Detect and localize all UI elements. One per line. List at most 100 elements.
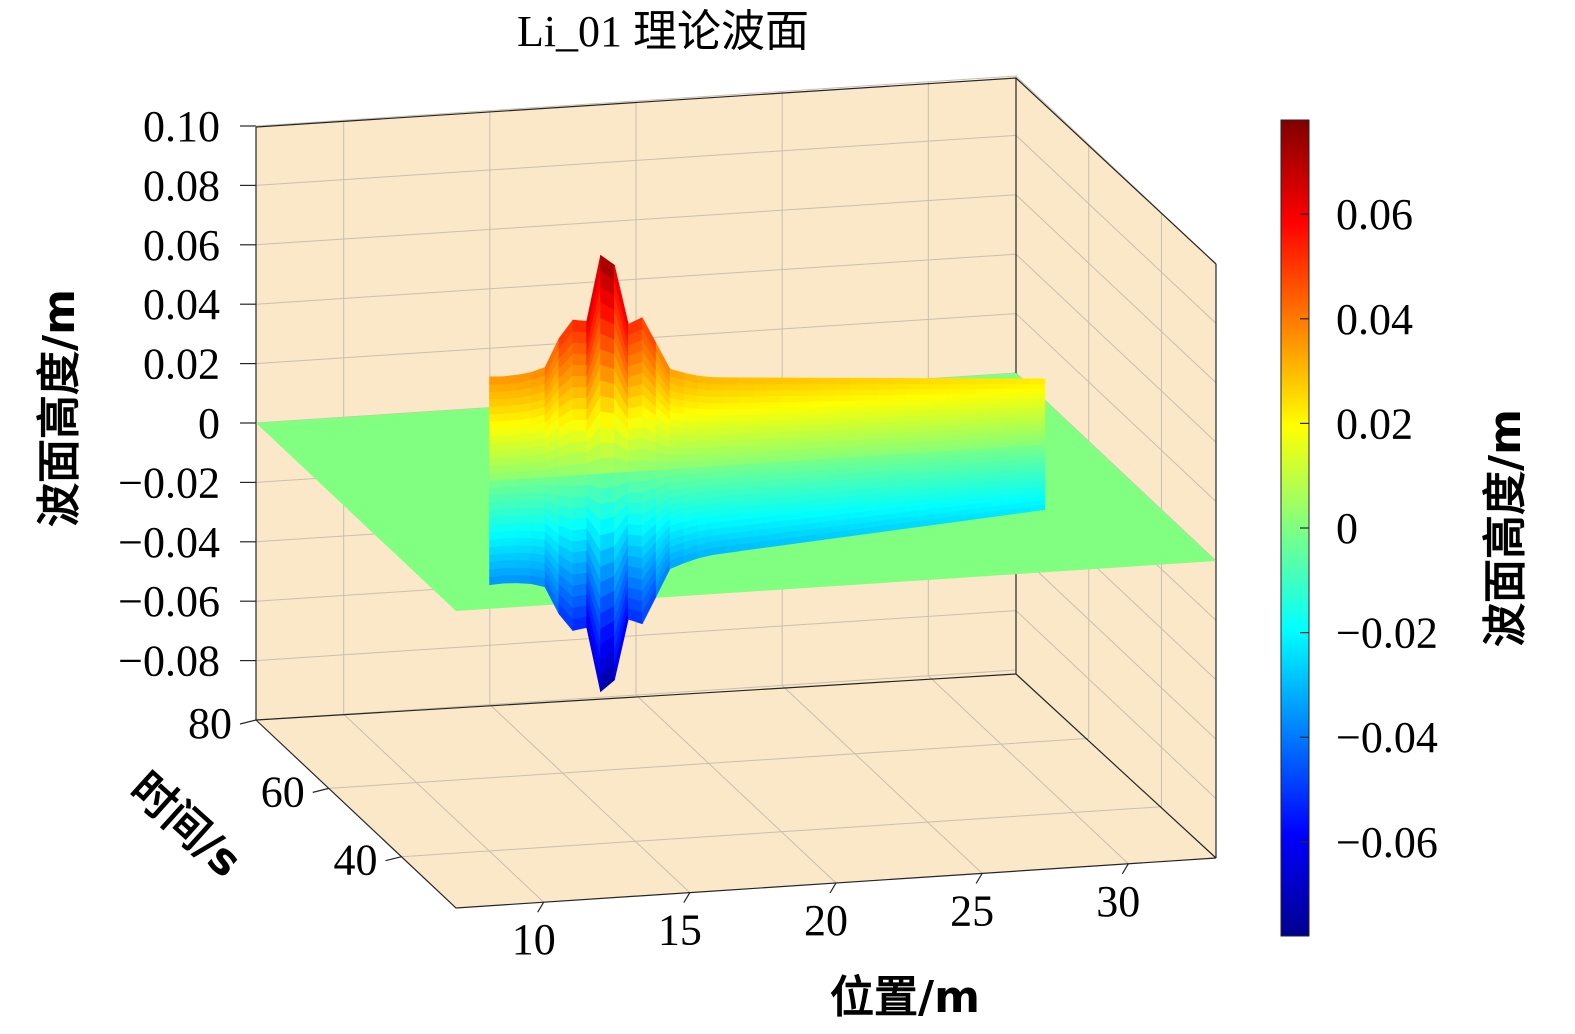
surface-patch [503,552,518,562]
surface-patch [1016,402,1032,408]
surface-patch [572,419,587,432]
surface-patch [1030,401,1046,408]
surface-patch [697,427,712,435]
surface-patch [919,393,935,400]
surface-patch [961,428,976,435]
surface-patch [794,436,810,444]
surface-patch [891,394,907,401]
surface-patch [808,423,824,431]
surface-patch [766,395,782,403]
surface-patch [961,393,976,400]
surface-patch [489,383,504,392]
colorbar-tick-label: 0.02 [1336,399,1413,448]
surface-patch [877,388,893,396]
surface-patch [516,530,532,539]
surface-patch [822,434,837,442]
x-axis-ticks: 10 15 20 25 30 [512,863,1140,964]
surface-patch [711,427,726,435]
surface-patch [850,422,865,430]
surface-patch [794,430,810,438]
surface-patch [877,437,893,445]
surface-patch [808,412,824,420]
x-tick-label: 30 [1096,877,1140,926]
surface-patch [503,441,518,451]
surface-patch [961,383,976,390]
surface-patch [808,383,824,391]
surface-patch [544,475,560,487]
y-axis-ticks: 40 60 80 [188,699,402,885]
surface-patch [711,458,726,467]
surface-patch [933,388,948,395]
grid-line [401,212,1162,858]
surface-patch [503,500,518,510]
surface-patch [919,404,935,411]
surface-patch [1016,416,1032,423]
surface-patch [1016,406,1032,413]
surface-patch [850,400,865,407]
surface-patch [572,341,587,355]
surface-patch [905,415,921,422]
surface-patch [697,421,712,429]
surface-patch [1030,383,1046,389]
surface-patch [572,330,587,344]
surface-patch [822,400,837,408]
colorbar-tick-label: 0.04 [1336,295,1413,344]
surface-patch [753,419,768,428]
surface-patch [697,408,712,416]
surface-patch [1016,383,1032,389]
surface-patch [572,364,587,377]
surface-patch [891,388,907,395]
z-tick-label: −0.08 [118,637,220,686]
surface-patch [725,402,740,410]
surface-patch [600,441,615,459]
surface-patch [905,399,921,406]
surface-patch [753,395,768,403]
surface-patch [516,485,532,495]
surface-patch [808,400,824,408]
surface-patch [947,403,962,410]
surface-patch [766,443,782,451]
surface-patch [530,515,546,525]
surface-patch [572,397,587,410]
surface-patch [530,500,546,509]
surface-patch [780,395,796,403]
surface-patch [864,405,879,412]
x-tick-label: 25 [950,886,994,935]
surface-patch [655,460,671,471]
surface-patch [989,383,1004,389]
surface-patch [794,424,810,432]
surface-patch [1016,397,1032,404]
surface-patch [683,447,699,455]
surface-patch [503,530,518,540]
surface-patch [711,402,726,410]
surface-patch [753,401,768,409]
surface-patch [1002,421,1018,428]
surface-patch [503,486,518,495]
surface-patch [919,388,935,395]
surface-patch [933,409,948,416]
surface-patch [711,439,726,448]
surface-patch [530,507,546,517]
surface-patch [877,405,893,412]
surface-patch [961,398,976,405]
surface-patch [905,404,921,411]
surface-patch [905,425,921,433]
surface-patch [891,399,907,406]
surface-patch [711,396,726,404]
surface-patch [961,403,976,410]
surface-patch [516,538,532,547]
surface-patch [753,456,768,464]
x-tick [975,873,983,884]
surface-patch [489,442,504,452]
surface-patch [975,408,990,415]
surface-patch [766,431,782,439]
surface-patch [697,434,712,442]
surface-patch [711,421,726,429]
surface-patch [836,411,851,419]
surface-patch [628,524,643,537]
surface-patch [808,429,824,437]
z-tick-label: 0 [198,399,220,448]
surface-patch [933,424,948,431]
surface-patch [1030,411,1046,418]
surface-patch [808,435,824,443]
